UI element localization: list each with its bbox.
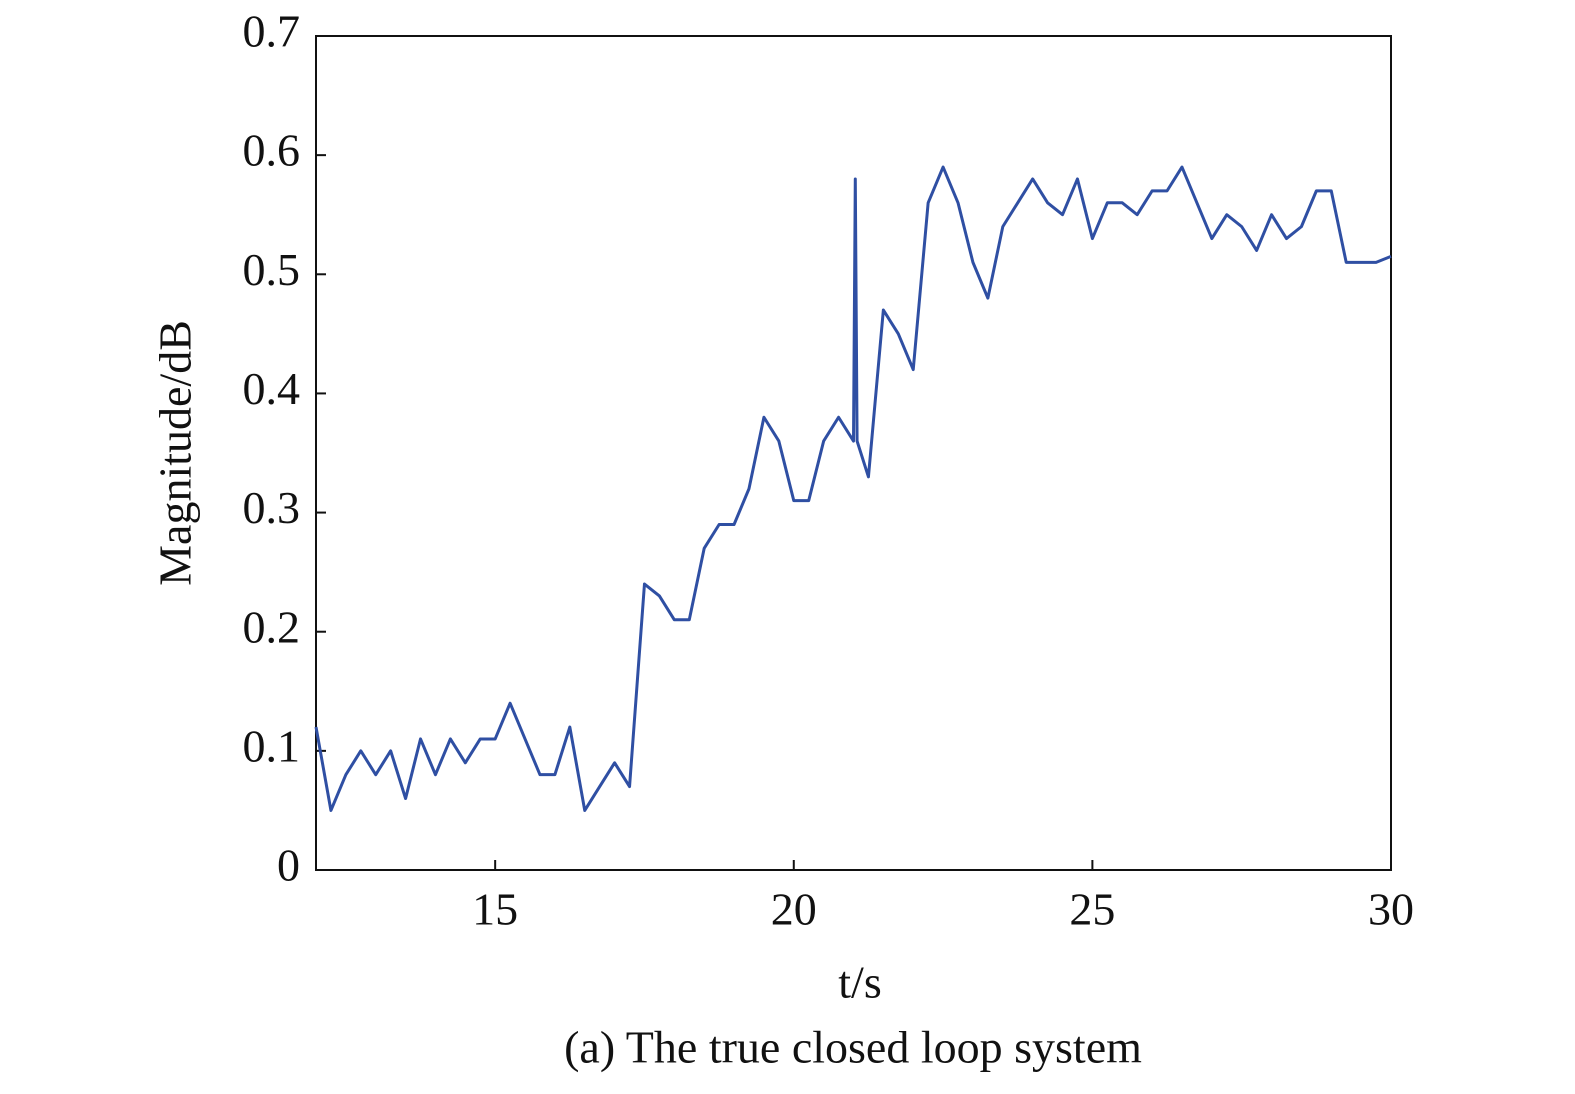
x-tick-label: 30 [1368, 884, 1414, 935]
x-axis-label: t/s [838, 957, 881, 1008]
x-tick-label: 25 [1069, 884, 1115, 935]
x-tick-label: 20 [771, 884, 817, 935]
y-tick-label: 0.7 [243, 6, 301, 57]
data-line [314, 165, 1392, 812]
y-tick-label: 0.1 [243, 720, 301, 771]
y-tick-label: 0.4 [243, 363, 301, 414]
y-axis-label: Magnitude/dB [150, 320, 201, 586]
y-tick-label: 0.2 [243, 601, 301, 652]
plot-frame [315, 35, 1392, 871]
caption: (a) The true closed loop system [564, 1022, 1142, 1073]
x-tick-label: 15 [472, 884, 518, 935]
y-tick-label: 0.6 [243, 125, 301, 176]
y-tick-label: 0.3 [243, 482, 301, 533]
y-tick-label: 0 [277, 840, 300, 891]
y-tick-label: 0.5 [243, 244, 301, 295]
